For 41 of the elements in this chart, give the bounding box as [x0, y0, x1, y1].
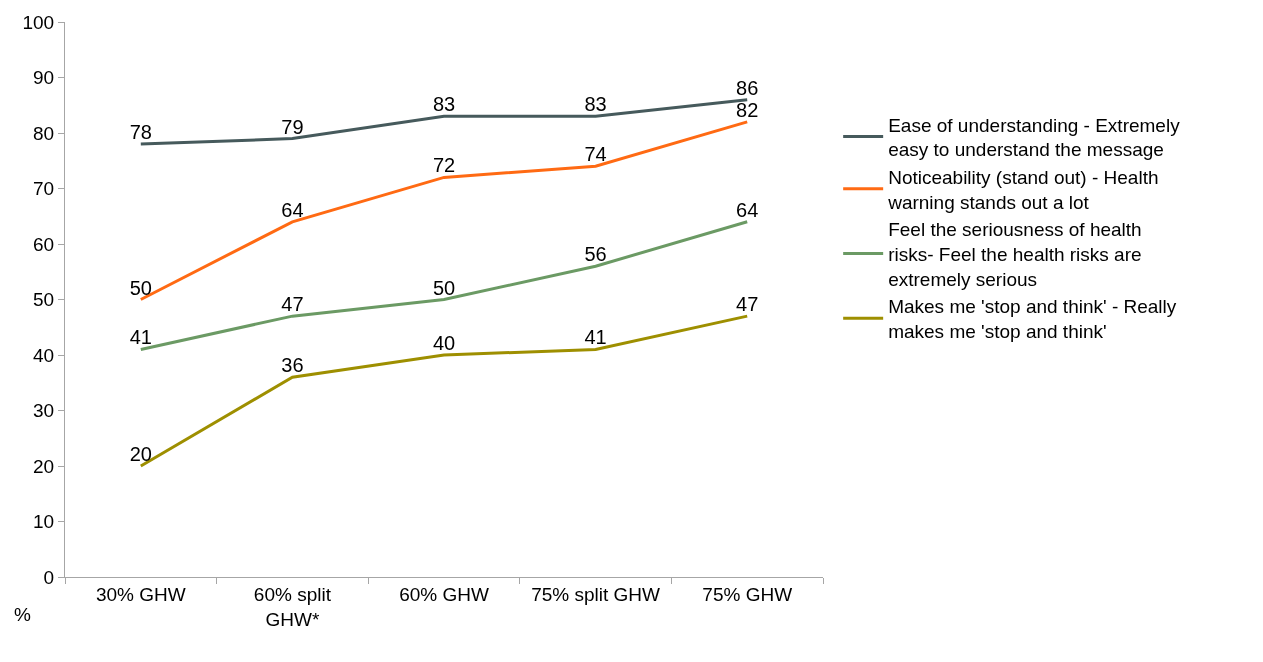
data-label: 83: [432, 93, 456, 116]
y-tick-label: 70: [33, 178, 55, 200]
y-tick-label: 10: [33, 511, 55, 533]
y-tick-label: 90: [33, 67, 55, 89]
data-label: 82: [736, 98, 759, 121]
legend-label: Ease of understanding - Extremely easy to understand the message: [888, 114, 1181, 161]
data-label: 72: [432, 154, 456, 177]
data-label: 78: [129, 121, 152, 144]
data-label: 36: [281, 354, 304, 377]
y-tick-label: 40: [33, 344, 55, 366]
data-label: 64: [281, 198, 304, 221]
y-tick-label: 60: [33, 233, 55, 255]
x-tick-label: 75% GHW: [702, 583, 793, 605]
y-tick-label: 0: [43, 566, 55, 588]
data-label: 20: [129, 443, 152, 465]
y-axis-title: %: [14, 604, 31, 625]
y-tick-label: 80: [33, 122, 55, 144]
legend-label: Noticeability (stand out) - Health warning stands out a lot: [887, 166, 1159, 213]
y-tick-label: 30: [33, 400, 55, 422]
x-tick-label: 75% split GHW: [531, 583, 661, 605]
data-label: 41: [584, 326, 607, 349]
data-label: 64: [736, 198, 759, 221]
legend-label: Makes me 'stop and think' - Really makes me 'stop and think': [888, 296, 1177, 343]
legend-label: Feel the seriousness of health risks- Feel the health risks are extremely serious: [888, 219, 1142, 290]
y-tick-label: 100: [22, 11, 55, 33]
y-tick-label: 20: [33, 455, 55, 477]
data-label: 50: [432, 276, 456, 299]
data-label: 86: [736, 76, 759, 99]
data-label: 50: [129, 276, 152, 299]
data-label: 41: [129, 326, 152, 349]
x-tick-label: 60% GHW: [399, 583, 489, 605]
x-tick-label: 30% GHW: [95, 583, 186, 605]
data-label: 47: [281, 293, 304, 316]
data-label: 74: [584, 143, 607, 166]
data-label: 47: [736, 293, 759, 316]
x-tick-label: 60% split GHW*: [253, 583, 332, 630]
data-label: 83: [584, 93, 607, 116]
data-label: 56: [584, 243, 607, 266]
data-label: 79: [281, 115, 304, 138]
y-tick-label: 50: [33, 289, 55, 311]
data-label: 40: [432, 332, 456, 354]
